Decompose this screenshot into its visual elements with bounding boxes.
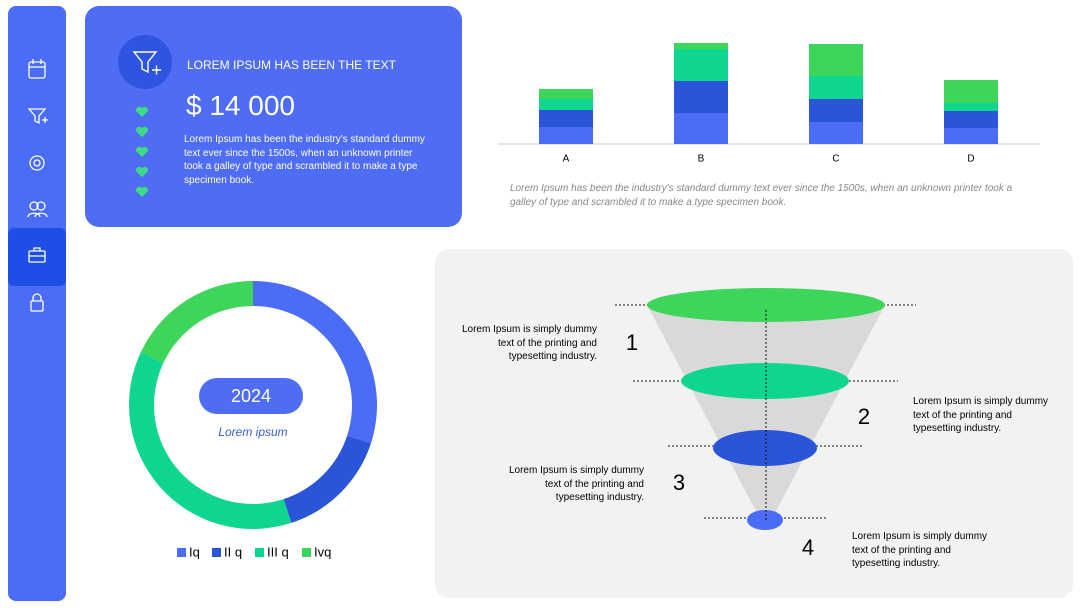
stage-number: 3 bbox=[673, 470, 685, 495]
heart bbox=[135, 106, 149, 117]
stage-text: Lorem Ipsum is simply dummy text of the … bbox=[508, 465, 644, 503]
calendar-icon[interactable] bbox=[28, 59, 46, 79]
x-tick-label: B bbox=[698, 154, 705, 165]
donut-slice bbox=[253, 281, 377, 444]
stage-number: 1 bbox=[626, 330, 638, 355]
stage-number: 2 bbox=[858, 404, 870, 429]
filter-icon[interactable] bbox=[27, 108, 48, 125]
sidebar-active[interactable] bbox=[8, 228, 66, 286]
legend-swatch bbox=[255, 548, 264, 557]
bar-segment bbox=[539, 110, 593, 127]
bar-segment bbox=[944, 111, 998, 128]
sidebar-icons bbox=[27, 59, 48, 312]
funnel-cone bbox=[647, 305, 885, 530]
card-description: Lorem Ipsum has been the industry's stan… bbox=[184, 134, 425, 186]
bar-segment bbox=[674, 81, 728, 113]
x-tick-label: C bbox=[832, 154, 839, 165]
bar-segment bbox=[674, 43, 728, 49]
summary-card bbox=[85, 6, 462, 227]
funnel-level bbox=[681, 363, 849, 399]
stage-text: Lorem Ipsum is simply dummy text of the … bbox=[852, 531, 988, 569]
settings-icon[interactable] bbox=[29, 155, 45, 171]
bar-segment bbox=[944, 128, 998, 144]
donut-slice bbox=[140, 281, 253, 363]
stage-text: Lorem Ipsum is simply dummy text of the … bbox=[913, 396, 1049, 434]
stage-number: 4 bbox=[802, 535, 814, 560]
funnel-level bbox=[747, 510, 783, 530]
card-title: LOREM IPSUM HAS BEEN THE TEXT bbox=[187, 58, 396, 72]
funnel-icon bbox=[132, 51, 161, 75]
legend-label: Iq bbox=[189, 544, 200, 559]
funnel-level bbox=[647, 288, 885, 322]
bar-segment bbox=[809, 122, 863, 144]
sidebar bbox=[8, 6, 66, 601]
donut-slice bbox=[129, 352, 292, 529]
x-tick-label: A bbox=[563, 154, 570, 165]
funnel-level bbox=[713, 430, 817, 466]
legend-label: II q bbox=[224, 544, 242, 559]
legend-swatch bbox=[212, 548, 221, 557]
users-icon[interactable] bbox=[27, 201, 48, 218]
center-pill bbox=[199, 378, 303, 414]
legend-label: III q bbox=[267, 544, 289, 559]
bar-segment bbox=[809, 76, 863, 99]
bar-segment bbox=[674, 49, 728, 81]
bar-caption: Lorem Ipsum has been the industry's stan… bbox=[510, 183, 1013, 208]
card-amount: $ 14 000 bbox=[186, 90, 295, 121]
bar-segment bbox=[809, 44, 863, 76]
briefcase-icon[interactable] bbox=[28, 247, 46, 263]
bar-segment bbox=[809, 99, 863, 122]
x-tick-label: D bbox=[967, 154, 974, 165]
stage-text: Lorem Ipsum is simply dummy text of the … bbox=[461, 324, 597, 362]
center-label: 2024 bbox=[231, 386, 271, 406]
bar-segment bbox=[539, 127, 593, 144]
legend-swatch bbox=[177, 548, 186, 557]
lock-icon[interactable] bbox=[30, 293, 44, 312]
bar-segment bbox=[944, 103, 998, 111]
bar-segment bbox=[944, 80, 998, 103]
donut-slice bbox=[283, 435, 371, 523]
card-icon bbox=[118, 35, 172, 89]
bar-segment bbox=[674, 113, 728, 144]
center-subtitle: Lorem ipsum bbox=[218, 425, 287, 439]
legend-swatch bbox=[302, 548, 311, 557]
bar-segment bbox=[539, 99, 593, 110]
bar-segment bbox=[539, 89, 593, 99]
hearts bbox=[135, 106, 149, 197]
legend-label: Ivq bbox=[314, 544, 331, 559]
